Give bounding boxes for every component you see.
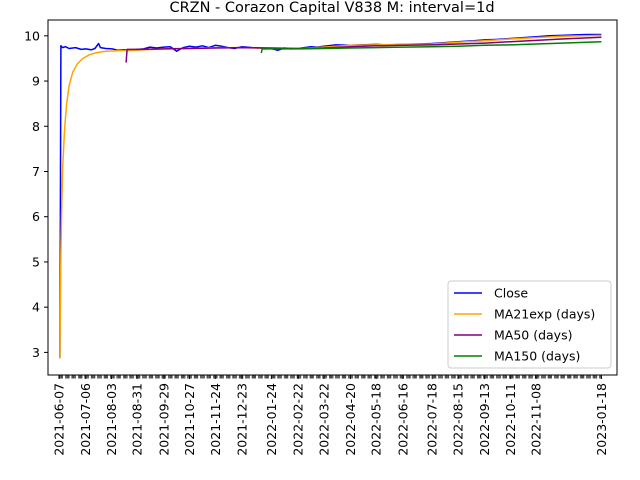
legend-label-3: MA150 (days) xyxy=(494,349,580,364)
x-tick-label-4: 2021-09-29 xyxy=(156,383,171,456)
legend-box xyxy=(447,280,612,369)
legend-label-1: MA21exp (days) xyxy=(494,307,595,322)
series-line-3 xyxy=(260,40,602,54)
x-tick-label-7: 2021-12-23 xyxy=(234,383,249,456)
legend: Close MA21exp (days) MA50 (days) MA150 (day… xyxy=(447,280,612,369)
chart-title: CRZN - Corazon Capital V838 M: interval=… xyxy=(169,0,494,16)
y-tick-label-4: 7 xyxy=(32,164,40,179)
y-tick-label-2: 5 xyxy=(32,254,40,269)
y-tick-label-1: 4 xyxy=(32,300,40,315)
x-tick-label-5: 2021-10-27 xyxy=(182,383,197,456)
x-tick-label-6: 2021-11-24 xyxy=(208,383,223,456)
x-tick-label-0: 2021-06-07 xyxy=(52,383,67,456)
x-tick-label-19: 2023-01-18 xyxy=(594,383,609,456)
x-tick-label-18: 2022-11-08 xyxy=(529,383,544,456)
x-tick-label-14: 2022-07-18 xyxy=(425,383,440,456)
y-tick-label-3: 6 xyxy=(32,209,40,224)
x-tick-label-12: 2022-05-18 xyxy=(369,383,384,456)
series-line-2 xyxy=(125,36,602,63)
x-tick-label-11: 2022-04-20 xyxy=(343,383,358,456)
y-tick-label-5: 8 xyxy=(32,119,40,134)
y-tick-label-7: 10 xyxy=(24,28,40,43)
x-tick-label-1: 2021-07-06 xyxy=(78,383,93,456)
x-minor-ticks xyxy=(58,375,602,379)
x-tick-label-15: 2022-08-15 xyxy=(450,383,465,456)
x-tick-label-17: 2022-10-11 xyxy=(503,383,518,456)
x-tick-label-13: 2022-06-16 xyxy=(395,383,410,456)
x-tick-label-9: 2022-02-22 xyxy=(291,383,306,456)
x-axis: 2021-06-07 2021-07-06 2021-08-03 2021-08-31… xyxy=(52,375,609,456)
series-layer xyxy=(59,33,602,359)
x-tick-label-2: 2021-08-03 xyxy=(104,383,119,456)
x-tick-label-16: 2022-09-13 xyxy=(477,383,492,456)
y-tick-label-6: 9 xyxy=(32,74,40,89)
x-tick-label-3: 2021-08-31 xyxy=(130,383,145,456)
y-axis: 3 4 5 6 7 8 9 10 xyxy=(24,28,48,360)
x-tick-label-8: 2022-01-24 xyxy=(264,383,279,456)
plot-frame xyxy=(47,19,618,376)
legend-label-2: MA50 (days) xyxy=(494,328,572,343)
x-tick-label-10: 2022-03-22 xyxy=(316,383,331,456)
legend-label-0: Close xyxy=(494,286,528,301)
y-tick-label-0: 3 xyxy=(32,345,40,360)
